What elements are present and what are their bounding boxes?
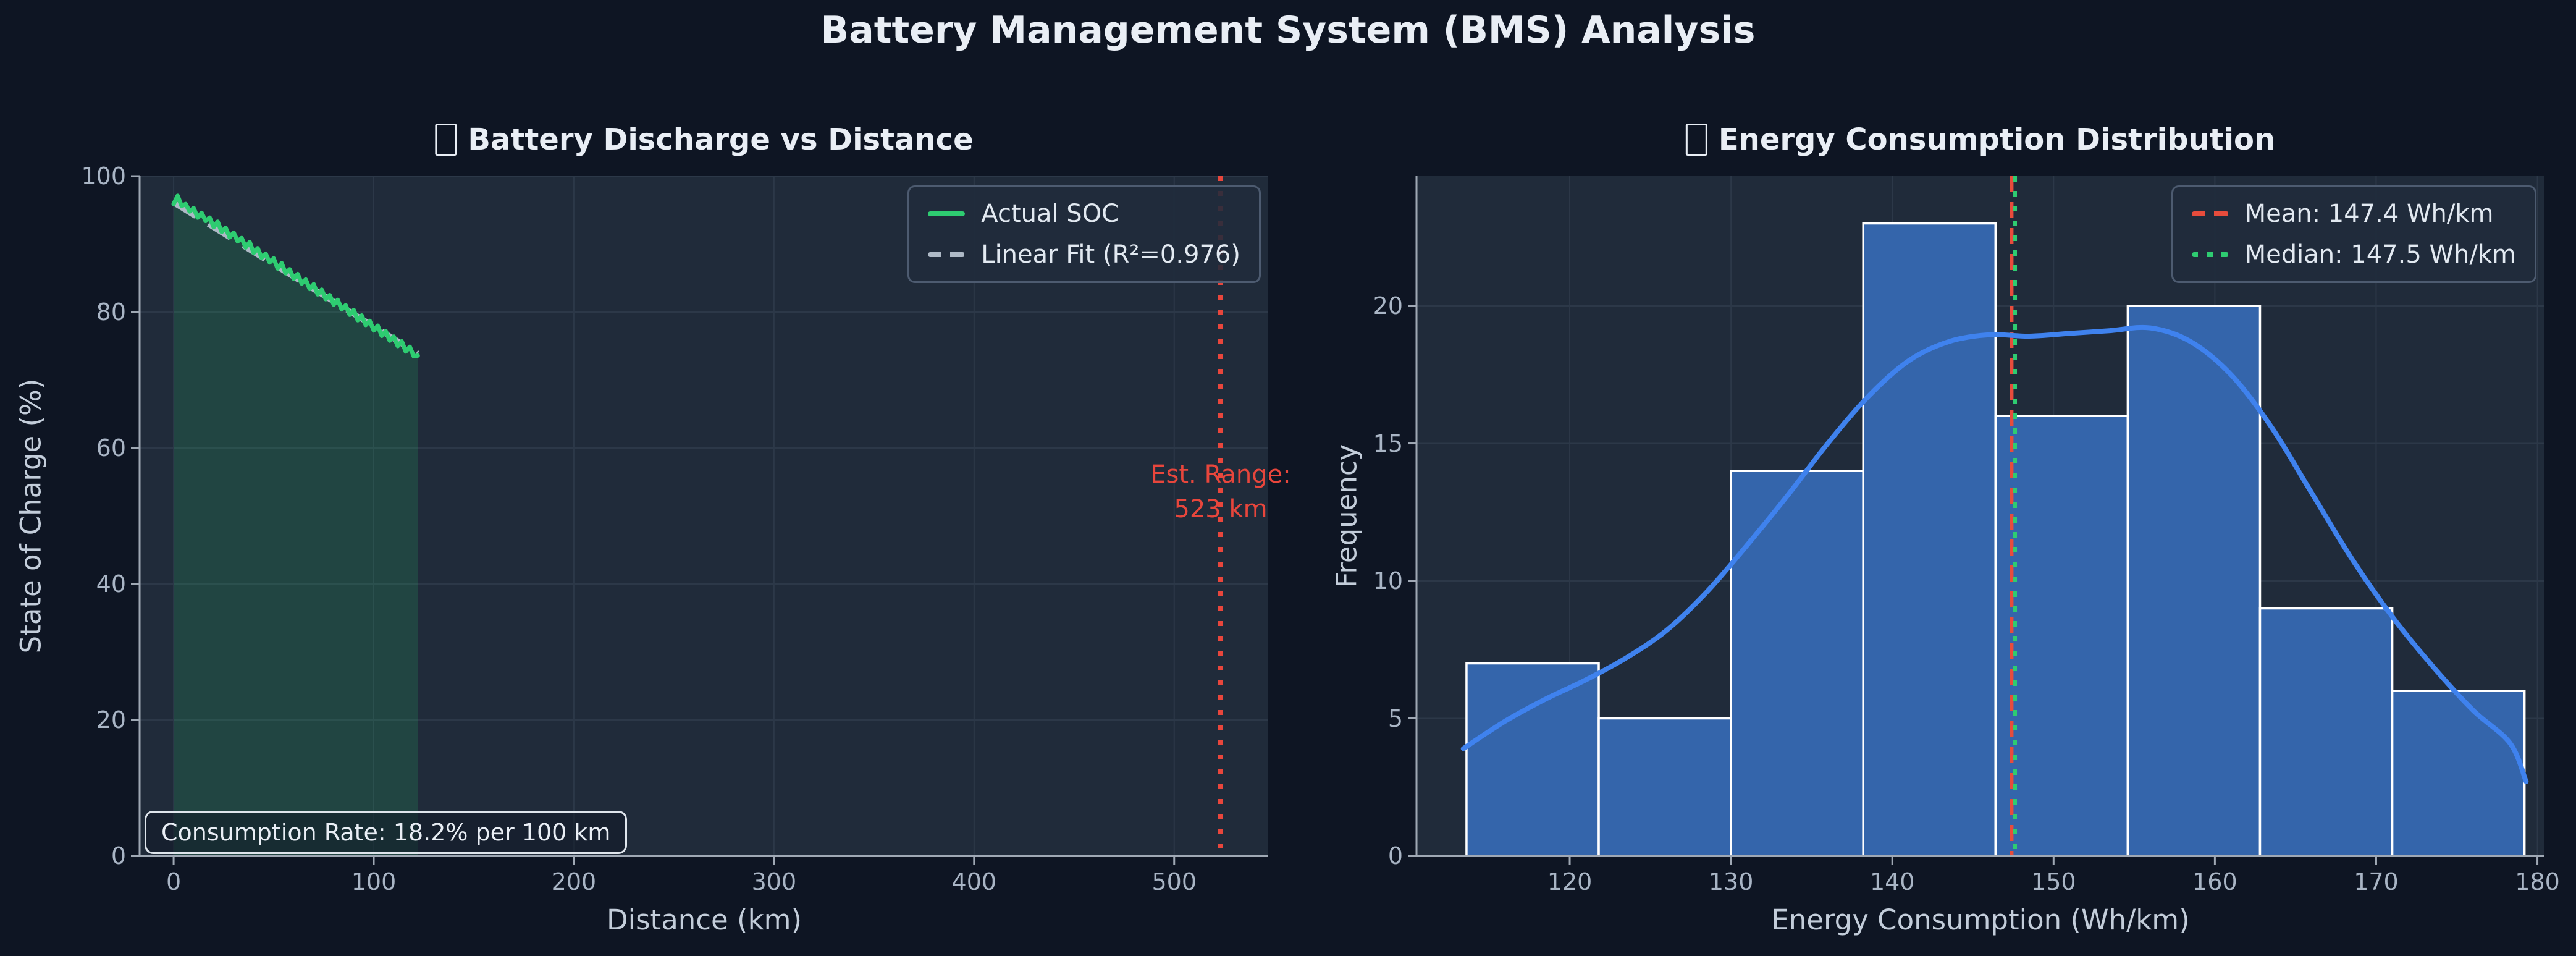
soc-fill-area: [174, 195, 418, 856]
y-tick-label: 20: [1373, 292, 1403, 320]
right-plot-legend: Mean: 147.4 Wh/km Median: 147.5 Wh/km: [2171, 185, 2536, 283]
histogram-bar: [1465, 662, 1600, 857]
median-legend-label: Median: 147.5 Wh/km: [2244, 240, 2516, 269]
y-tick-label: 20: [96, 706, 126, 734]
left-x-axis-label: Distance (km): [606, 903, 802, 936]
x-tick-label: 400: [951, 868, 997, 895]
histogram-bar: [2391, 690, 2526, 857]
x-tick-label: 100: [351, 868, 397, 895]
y-tick-label: 0: [1387, 842, 1403, 869]
linear-fit-line-swatch: [928, 252, 966, 257]
battery-emoji-icon: [435, 124, 457, 156]
legend-row-linear-fit: Linear Fit (R²=0.976): [928, 240, 1240, 269]
x-tick-label: 300: [751, 868, 797, 895]
est-range-line1: Est. Range:: [1150, 460, 1291, 489]
legend-row-mean: Mean: 147.4 Wh/km: [2191, 200, 2516, 228]
right-plot-title: Energy Consumption Distribution: [1685, 122, 2276, 157]
linear-fit-legend-label: Linear Fit (R²=0.976): [981, 240, 1240, 269]
actual-soc-line-swatch: [928, 211, 966, 216]
histogram-bar: [1862, 222, 1997, 857]
chart-emoji-icon: [1685, 124, 1707, 156]
figure-title: Battery Management System (BMS) Analysis: [820, 9, 1756, 52]
consumption-rate-annotation: Consumption Rate: 18.2% per 100 km: [145, 811, 628, 854]
legend-row-actual-soc: Actual SOC: [928, 200, 1240, 228]
plot-background: [140, 176, 1268, 856]
legend-row-median: Median: 147.5 Wh/km: [2191, 240, 2516, 269]
mean-legend-label: Mean: 147.4 Wh/km: [2244, 200, 2494, 228]
y-tick-label: 80: [96, 298, 126, 326]
x-tick-label: 150: [2031, 868, 2076, 895]
y-tick-label: 5: [1387, 704, 1403, 732]
y-tick-label: 100: [81, 163, 126, 190]
y-tick-label: 15: [1373, 429, 1403, 457]
y-tick-label: 10: [1373, 567, 1403, 595]
right-y-axis-label: Frequency: [1330, 444, 1363, 588]
right-x-axis-label: Energy Consumption (Wh/km): [1771, 903, 2190, 936]
left-y-axis-label: State of Charge (%): [14, 378, 48, 654]
actual-soc-legend-label: Actual SOC: [981, 200, 1119, 228]
kde-curve: [1460, 324, 2529, 784]
y-tick-label: 0: [111, 842, 126, 869]
histogram-bar: [1994, 415, 2129, 857]
x-tick-label: 120: [1547, 868, 1593, 895]
histogram-bar: [2258, 607, 2394, 857]
left-plot-title: Battery Discharge vs Distance: [435, 122, 974, 157]
y-tick-label: 40: [96, 570, 126, 598]
x-tick-label: 200: [551, 868, 597, 895]
battery-discharge-plot-canvas: [131, 175, 1268, 865]
x-tick-label: 500: [1151, 868, 1197, 895]
histogram-bar: [2126, 305, 2262, 857]
x-tick-label: 140: [1869, 868, 1915, 895]
x-tick-label: 180: [2515, 868, 2560, 895]
left-plot-legend: Actual SOC Linear Fit (R²=0.976): [907, 185, 1261, 283]
left-plot-title-text: Battery Discharge vs Distance: [468, 122, 974, 157]
energy-distribution-plot-canvas: [1408, 176, 2544, 865]
x-tick-label: 0: [166, 868, 182, 895]
histogram-bar: [1597, 717, 1732, 857]
x-tick-label: 170: [2354, 868, 2399, 895]
x-tick-label: 130: [1708, 868, 1754, 895]
x-tick-label: 160: [2192, 868, 2237, 895]
right-plot-title-text: Energy Consumption Distribution: [1718, 122, 2276, 157]
actual-soc-line: [171, 193, 420, 358]
est-range-line2: 523 km: [1174, 495, 1268, 523]
mean-line-swatch: [2191, 211, 2229, 216]
histogram-bar: [1730, 470, 1864, 857]
median-line-swatch: [2191, 252, 2229, 257]
est-range-label: Est. Range: 523 km: [1150, 457, 1290, 527]
y-tick-label: 60: [96, 434, 126, 462]
